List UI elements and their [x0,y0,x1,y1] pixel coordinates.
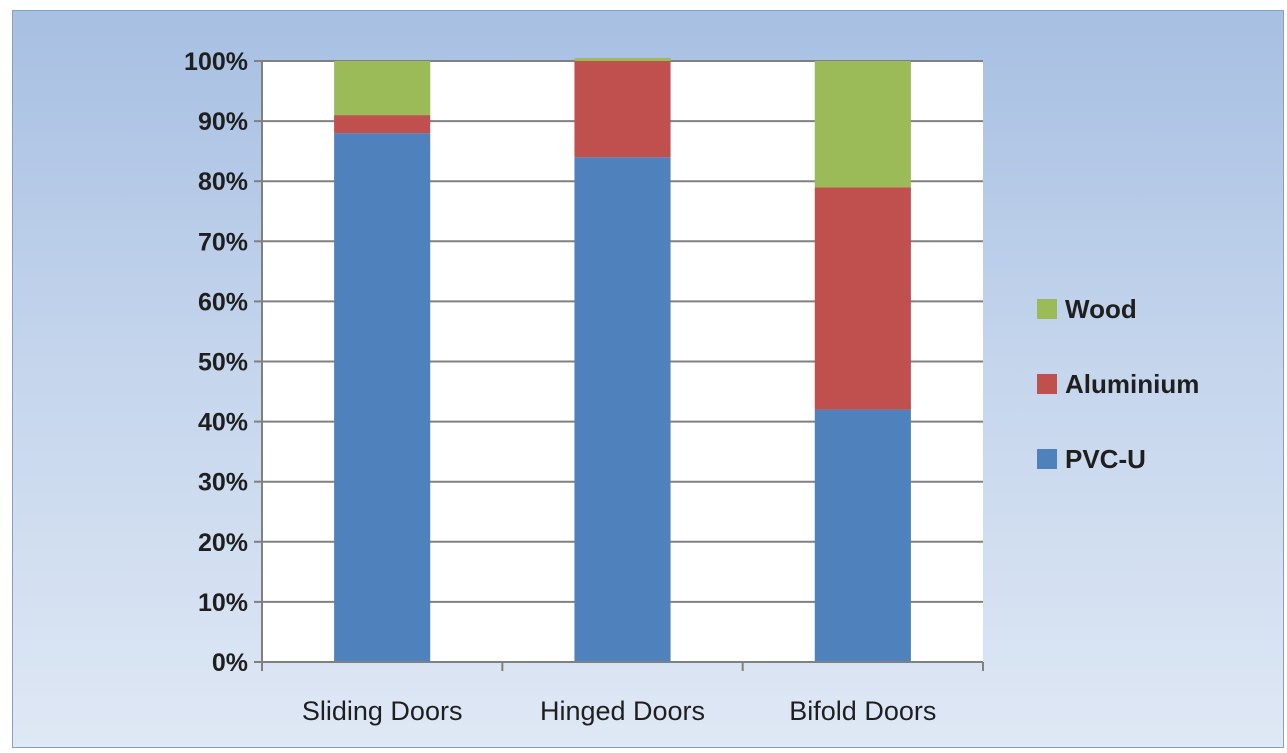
legend-swatch [1037,374,1057,394]
y-tick-label: 70% [198,228,248,256]
y-tick-label: 20% [198,529,248,557]
x-axis-categories: Sliding Doors Hinged Doors Bifold Doors [302,696,936,726]
bar-segment [334,115,431,134]
legend-label: PVC-U [1065,444,1146,474]
bar-segment [814,61,911,188]
x-category-label: Hinged Doors [540,696,705,726]
x-category-label: Bifold Doors [789,696,936,726]
y-tick-label: 100% [184,48,248,76]
y-axis-ticks: 0% 10% 20% 30% 40% 50% 60% 70% 80% 90% 100% [184,48,262,677]
legend-label: Aluminium [1065,369,1199,399]
bar-segment [574,61,671,158]
bar-segment [814,409,911,662]
legend-swatch [1037,299,1057,319]
y-tick-label: 40% [198,409,248,437]
chart-frame: 0% 10% 20% 30% 40% 50% 60% 70% 80% 90% 100% Slidin… [12,10,1284,748]
y-tick-label: 30% [198,469,248,497]
bar-segment [334,133,431,662]
y-tick-label: 50% [198,349,248,377]
y-tick-label: 80% [198,168,248,196]
x-category-label: Sliding Doors [302,696,463,726]
bars [334,57,911,662]
bar-segment [574,57,671,61]
bar-segment [334,61,431,116]
legend-label: Wood [1065,294,1137,324]
legend: Wood Aluminium PVC-U [1037,294,1199,474]
chart: 0% 10% 20% 30% 40% 50% 60% 70% 80% 90% 100% Slidin… [184,48,1199,726]
y-tick-label: 0% [212,649,248,677]
y-tick-label: 90% [198,108,248,136]
legend-swatch [1037,449,1057,469]
y-tick-label: 10% [198,589,248,617]
bar-segment [574,157,671,662]
bar-segment [814,187,911,410]
y-tick-label: 60% [198,288,248,316]
